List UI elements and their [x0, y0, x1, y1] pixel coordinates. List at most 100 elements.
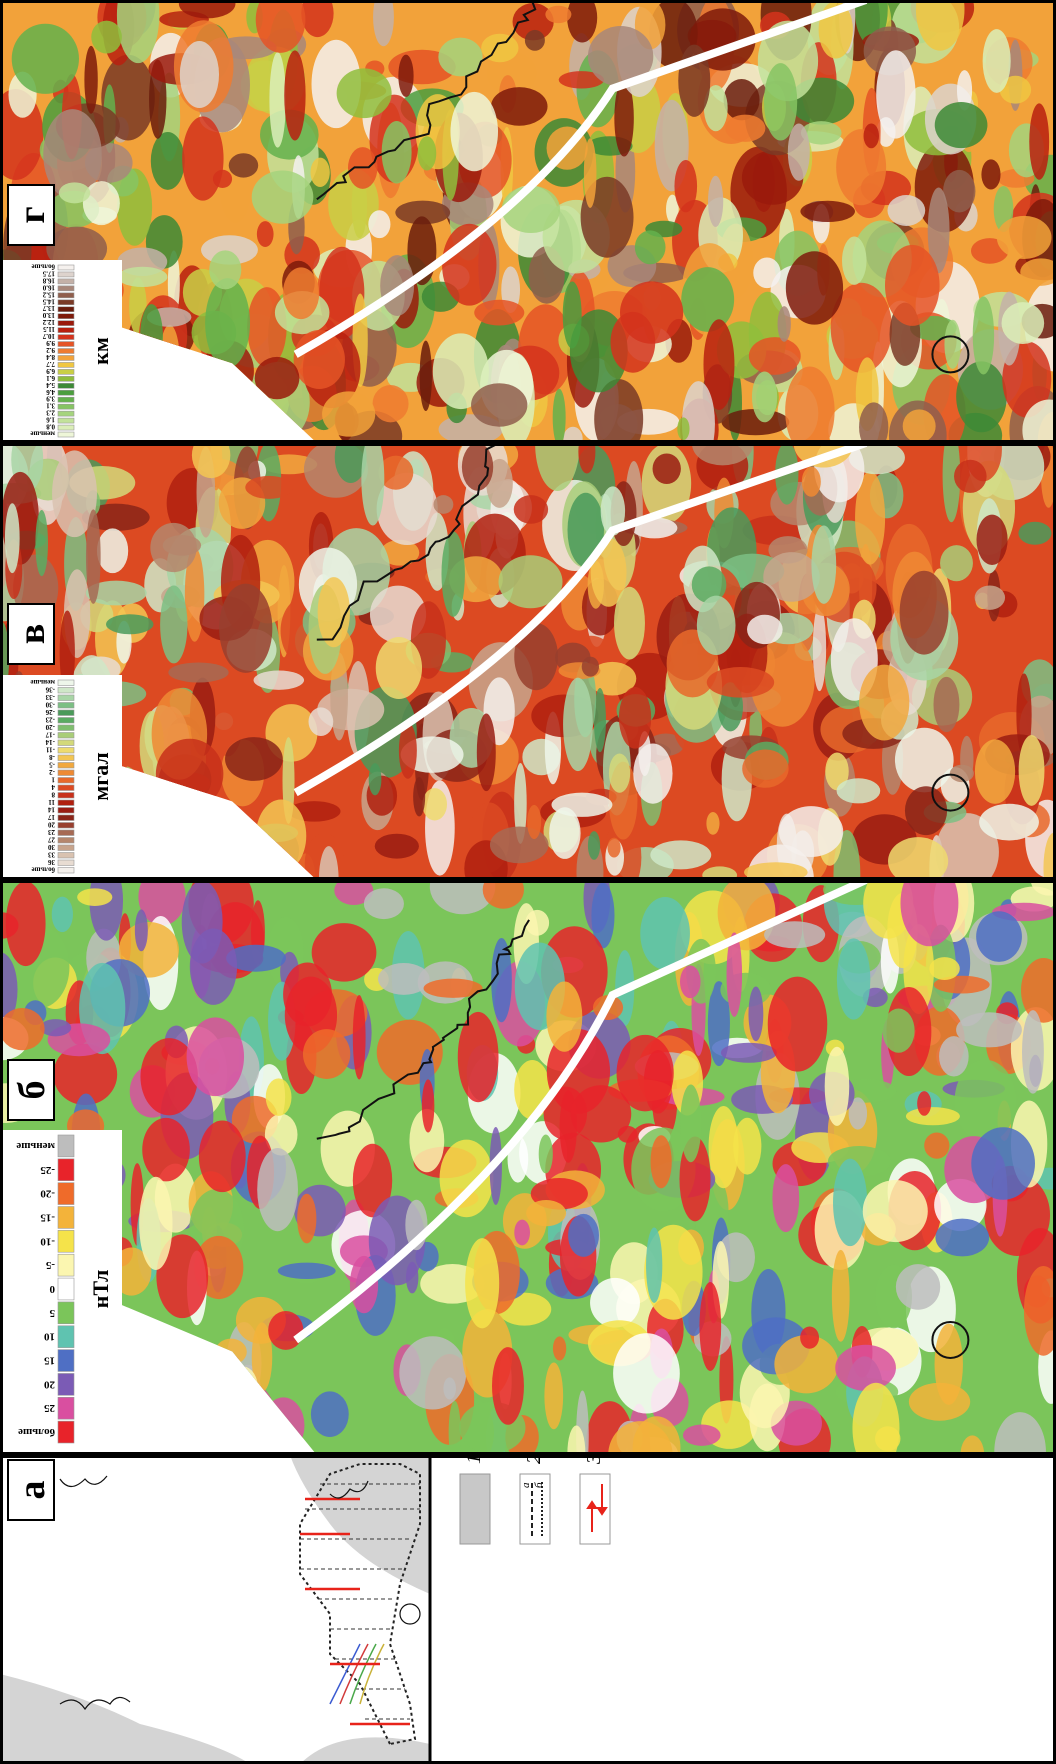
panel-label: б: [11, 1081, 53, 1100]
panel-map: [0, 385, 1056, 918]
anomaly: [1019, 735, 1045, 806]
anomaly: [205, 1349, 236, 1374]
anomaly: [309, 707, 334, 736]
anomaly: [882, 1009, 914, 1053]
anomaly: [418, 136, 437, 170]
anomaly: [514, 1220, 530, 1246]
legend-swatch: [58, 688, 74, 694]
anomaly: [514, 495, 548, 524]
legend-swatch: [58, 286, 74, 291]
anomaly: [375, 834, 419, 859]
anomaly: [150, 523, 196, 572]
anomaly: [188, 376, 218, 417]
anomaly: [613, 1333, 680, 1413]
anomaly: [653, 453, 681, 484]
anomaly: [977, 515, 1008, 565]
anomaly: [190, 928, 237, 1004]
legend-swatch: [58, 369, 74, 374]
legend-swatch: [58, 1230, 74, 1252]
legend-swatch: [58, 860, 74, 866]
anomaly: [539, 1135, 553, 1174]
anomaly: [254, 670, 305, 689]
anomaly: [571, 1085, 631, 1142]
anomaly: [257, 1148, 298, 1231]
anomaly: [975, 739, 1015, 803]
legend-swatch: [58, 755, 74, 761]
anomaly: [135, 1423, 153, 1445]
anomaly: [940, 545, 973, 581]
legend-swatch: [58, 763, 74, 769]
anomaly: [724, 79, 760, 120]
legend-swatch: [58, 404, 74, 409]
anomaly: [749, 337, 801, 375]
legend-swatch: [58, 718, 74, 724]
anomaly: [215, 1354, 247, 1445]
legend-unit: нТл: [88, 1270, 113, 1309]
legend-swatch: [58, 342, 74, 347]
legend-swatch: [58, 1135, 74, 1157]
legend-swatch: [58, 808, 74, 814]
anomaly: [924, 1133, 949, 1159]
anomaly: [811, 526, 836, 604]
anomaly: [681, 267, 734, 332]
anomaly: [708, 176, 723, 227]
anomaly: [837, 778, 881, 803]
legend-swatch: [58, 272, 74, 277]
legend-swatch: [58, 1326, 74, 1348]
anomaly: [378, 963, 430, 995]
anomaly: [156, 739, 224, 809]
anomaly: [943, 170, 975, 213]
anomaly: [526, 1200, 566, 1226]
anomaly: [619, 687, 651, 749]
legend-swatch: [58, 1278, 74, 1300]
anomaly: [205, 278, 250, 368]
legend-swatch: [58, 376, 74, 381]
legend-swatch: [58, 1254, 74, 1276]
anomaly: [269, 52, 285, 147]
anomaly: [833, 1159, 867, 1246]
legend-swatch: [58, 293, 74, 298]
legend-label: больше: [32, 262, 55, 270]
anomaly: [84, 46, 97, 114]
anomaly: [752, 372, 777, 423]
legend-swatch: [58, 778, 74, 784]
anomaly: [863, 1180, 928, 1242]
legend-swatch: [58, 1207, 74, 1229]
legend-unit: км: [88, 337, 113, 365]
figure: 123абабольше2520151050-5-10-15-20-25мень…: [0, 0, 1056, 1764]
anomaly: [788, 123, 810, 180]
anomaly: [311, 1391, 349, 1437]
anomaly: [128, 784, 142, 877]
anomaly: [284, 50, 305, 140]
legend-swatch: [58, 335, 74, 340]
anomaly: [168, 1399, 219, 1460]
legend-sub: б: [533, 1482, 545, 1488]
anomaly: [553, 389, 566, 446]
anomaly: [283, 267, 319, 319]
anomaly: [697, 596, 736, 655]
legend-label: 15: [44, 1355, 56, 1367]
anomaly: [441, 531, 464, 616]
panel-map: [0, 858, 1056, 1496]
anomaly: [262, 1397, 304, 1453]
anomaly: [268, 1311, 303, 1350]
map-field: [0, 385, 1056, 918]
anomaly: [994, 1412, 1046, 1492]
legend-label: -20: [40, 1188, 55, 1200]
anomaly: [312, 923, 377, 981]
anomaly: [683, 1425, 721, 1446]
anomaly: [563, 678, 593, 771]
anomaly: [905, 786, 947, 835]
anomaly: [552, 793, 613, 817]
anomaly: [247, 287, 287, 367]
anomaly: [199, 1120, 246, 1192]
anomaly: [191, 841, 214, 882]
legend-swatch: [58, 725, 74, 731]
legend-swatch: [58, 770, 74, 776]
legend-swatch: [58, 1373, 74, 1395]
anomaly: [981, 159, 1000, 189]
anomaly: [635, 230, 666, 264]
anomaly: [973, 296, 994, 374]
legend-swatch: [58, 355, 74, 360]
panel-label: в: [11, 624, 53, 645]
